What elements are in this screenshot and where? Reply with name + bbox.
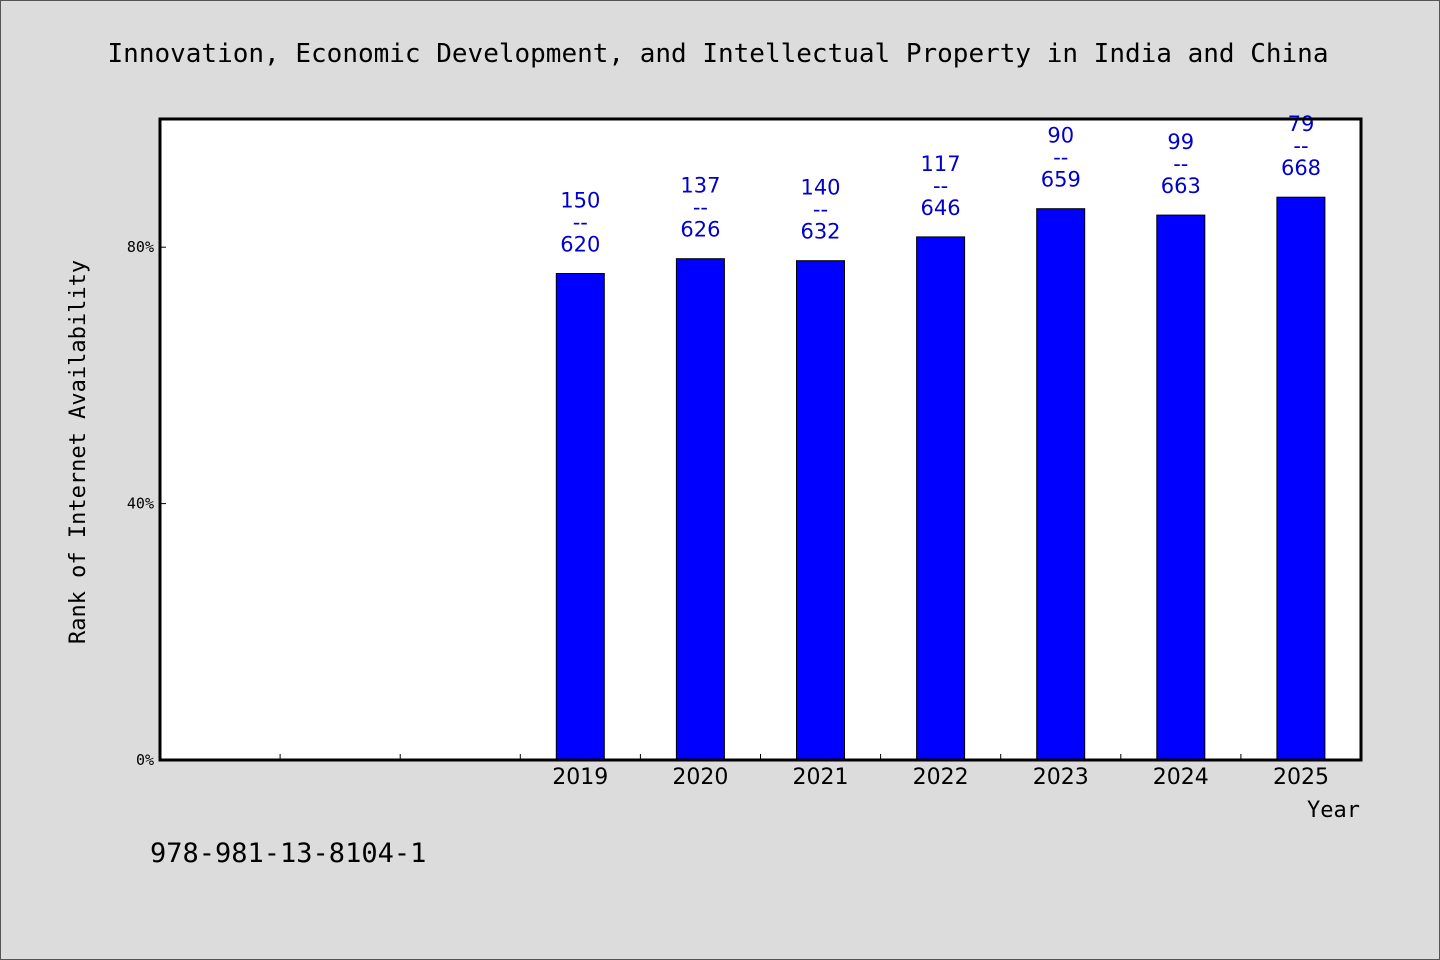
y-tick-label-40: 40% — [127, 495, 154, 513]
data-label-2024-mid: -- — [1173, 152, 1188, 176]
data-label-2021-top: 140 — [800, 176, 840, 200]
bar-2023 — [1036, 208, 1086, 761]
y-tick-label-80: 80% — [127, 238, 154, 256]
data-label-2021-mid: -- — [813, 198, 828, 222]
data-label-2022-bottom: 646 — [921, 196, 961, 220]
x-tick-label-2024: 2024 — [1153, 765, 1209, 790]
x-tick-label-2021: 2021 — [793, 765, 849, 790]
bars-layer — [555, 196, 1326, 761]
y-axis-title: Rank of Internet Availability — [66, 260, 91, 644]
data-label-2025-mid: -- — [1293, 134, 1308, 158]
bar-2025 — [1276, 196, 1326, 761]
data-label-2025-bottom: 668 — [1281, 156, 1321, 180]
data-label-2021-bottom: 632 — [800, 220, 840, 244]
bar-2024 — [1156, 214, 1206, 761]
data-label-2020-top: 137 — [680, 174, 720, 198]
data-label-2019-mid: -- — [573, 211, 588, 235]
bar-2022 — [916, 236, 966, 761]
data-label-2025-top: 79 — [1288, 112, 1315, 136]
data-label-2023-bottom: 659 — [1041, 168, 1081, 192]
data-label-2020-bottom: 626 — [680, 218, 720, 242]
x-axis-title: Year — [1307, 798, 1360, 823]
plot-border — [158, 117, 1363, 762]
ticks-layer: 2019 2020 2021 2022 2023 2024 2025 0% 40% 80% — [127, 238, 1329, 790]
data-label-2023-mid: -- — [1053, 146, 1068, 170]
x-tick-label-2019: 2019 — [552, 765, 608, 790]
data-label-2023-top: 90 — [1047, 124, 1074, 148]
x-tick-label-2023: 2023 — [1033, 765, 1089, 790]
data-label-2024-bottom: 663 — [1161, 174, 1201, 198]
bar-2019 — [555, 273, 605, 761]
data-label-2019-bottom: 620 — [560, 233, 600, 257]
data-label-2022-top: 117 — [921, 152, 961, 176]
data-label-2019-top: 150 — [560, 189, 600, 213]
x-tick-label-2025: 2025 — [1273, 765, 1329, 790]
x-tick-label-2022: 2022 — [913, 765, 969, 790]
footer-isbn: 978-981-13-8104-1 — [150, 838, 426, 869]
x-tick-label-2020: 2020 — [672, 765, 728, 790]
data-label-2022-mid: -- — [933, 174, 948, 198]
data-label-2024-top: 99 — [1167, 130, 1194, 154]
data-label-2020-mid: -- — [693, 196, 708, 220]
data-labels-layer: 620--150626--137632--140646--117659--906… — [560, 112, 1321, 256]
bar-2021 — [796, 260, 845, 761]
chart-title: Innovation, Economic Development, and In… — [108, 39, 1329, 69]
y-tick-label-0: 0% — [136, 751, 154, 769]
bar-2020 — [675, 258, 725, 761]
